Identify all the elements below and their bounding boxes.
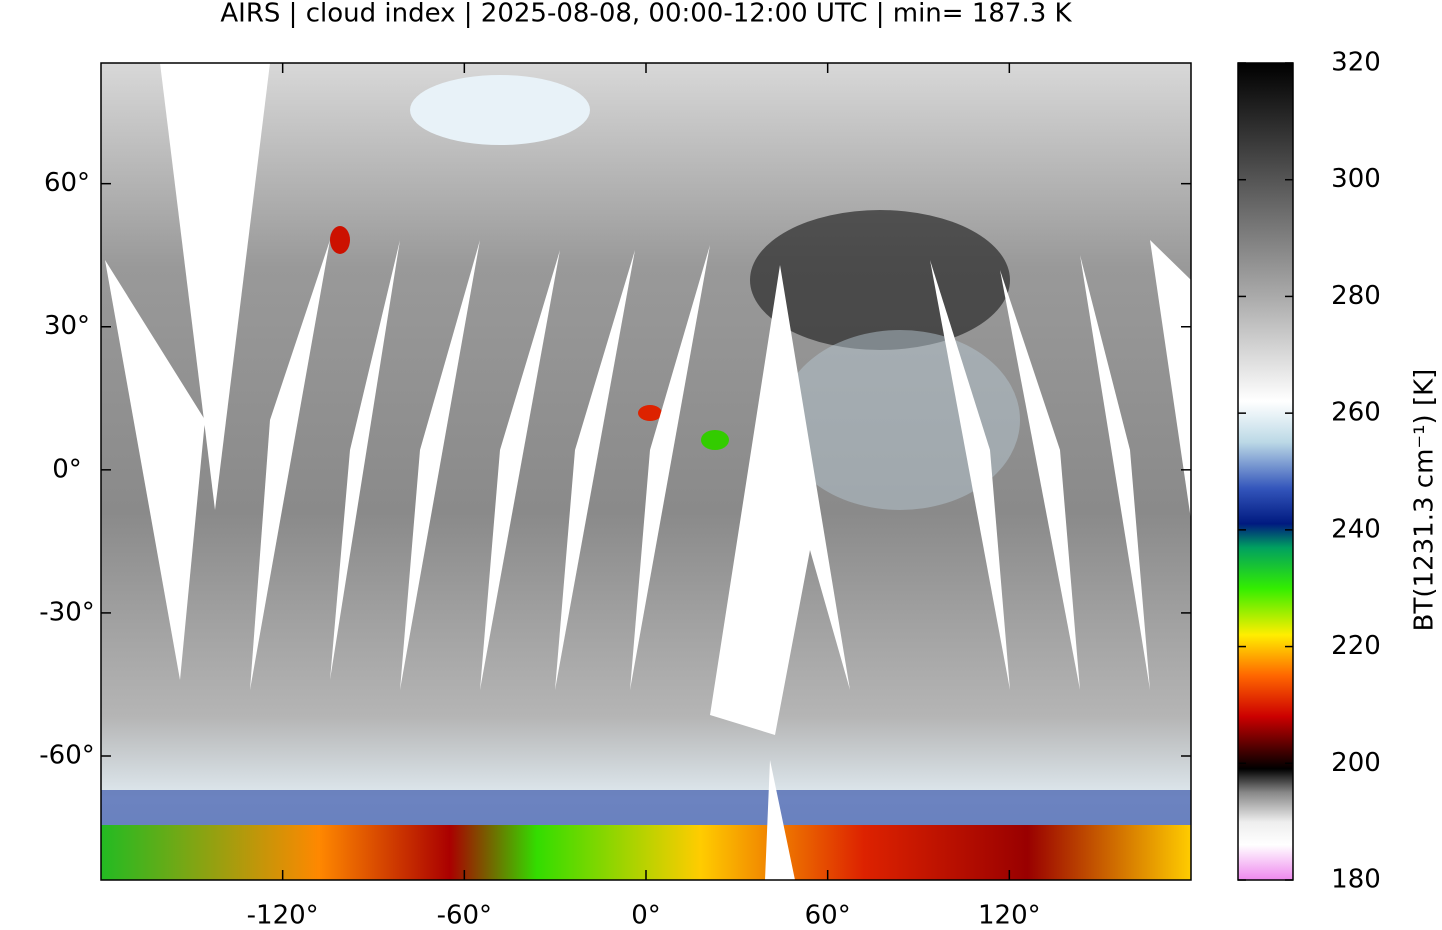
y-tick-label: 0° bbox=[52, 454, 82, 484]
colorbar-label: BT(1231.3 cm⁻¹) [K] bbox=[1410, 369, 1440, 632]
y-tick-label: -60° bbox=[39, 740, 94, 770]
colorbar-tick-label: 320 bbox=[1331, 48, 1381, 78]
x-tick-label: -60° bbox=[437, 901, 492, 930]
colorbar-tick-label: 240 bbox=[1331, 514, 1381, 544]
map-image bbox=[100, 62, 1192, 881]
colorbar-tick-label: 300 bbox=[1331, 164, 1381, 194]
colorbar-tick-label: 220 bbox=[1331, 631, 1381, 661]
colorbar-tick-label: 180 bbox=[1331, 865, 1381, 895]
colorbar-tick-label: 200 bbox=[1331, 748, 1381, 778]
colorbar-tick-label: 260 bbox=[1331, 398, 1381, 428]
title: AIRS | cloud index | 2025-08-08, 00:00-1… bbox=[220, 0, 1072, 29]
y-tick-label: 30° bbox=[44, 311, 90, 341]
x-tick-label: 0° bbox=[631, 901, 661, 930]
y-tick-label: 60° bbox=[44, 168, 90, 198]
x-tick-label: -120° bbox=[247, 901, 319, 930]
x-tick-label: 120° bbox=[978, 901, 1041, 930]
x-tick-label: 60° bbox=[805, 901, 851, 930]
colorbar-tick-label: 280 bbox=[1331, 281, 1381, 311]
y-tick-label: -30° bbox=[39, 597, 94, 627]
colorbar bbox=[1237, 62, 1294, 881]
